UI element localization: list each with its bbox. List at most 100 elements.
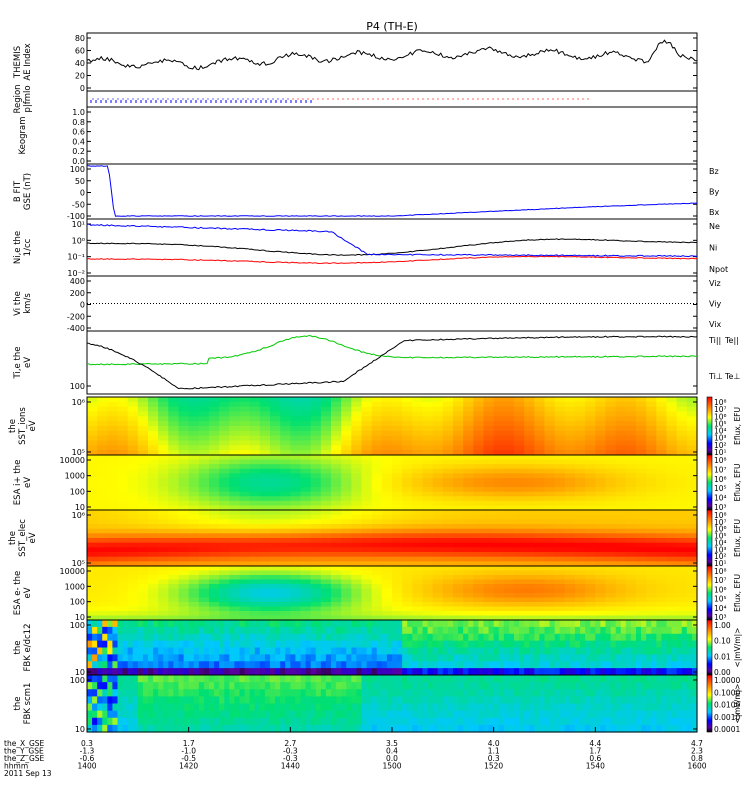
heatmap-cell (534, 491, 546, 497)
heatmap-cell (107, 491, 119, 497)
heatmap-cell (686, 579, 698, 585)
heatmap-cell (564, 556, 576, 562)
heatmap-cell (290, 528, 302, 534)
heatmap-cell (651, 633, 657, 642)
heatmap-cell (458, 633, 464, 642)
heatmap-cell (198, 556, 210, 562)
heatmap-cell (636, 615, 647, 621)
heatmap-cell (636, 538, 647, 544)
heatmap-cell (137, 401, 149, 408)
heatmap-cell (300, 597, 312, 603)
heatmap-cell (361, 440, 373, 446)
heatmap-cell (615, 401, 627, 408)
heatmap-cell (473, 514, 485, 520)
heatmap-cell (646, 588, 657, 594)
heatmap-cell (137, 552, 149, 558)
heatmap-cell (549, 654, 556, 662)
heatmap-cell (463, 615, 474, 621)
heatmap-cell (127, 406, 139, 413)
heatmap-cell (280, 611, 291, 617)
heatmap-cell (610, 633, 617, 642)
heatmap-cell (239, 575, 251, 581)
heatmap-cell (519, 675, 525, 683)
heatmap-cell (107, 561, 119, 567)
heatmap-cell (625, 477, 637, 484)
heatmap-cell (402, 682, 408, 690)
heatmap-cell (412, 584, 424, 590)
heatmap-cell (112, 668, 119, 676)
heatmap-cell (107, 588, 119, 594)
heatmap-cell (625, 496, 637, 502)
panel-frame (86, 330, 698, 395)
heatmap-cell (615, 487, 627, 493)
y-tick-label: 20 (75, 72, 85, 81)
heatmap-cell (310, 661, 317, 669)
heatmap-cell (442, 556, 454, 562)
heatmap-cell (544, 597, 556, 603)
heatmap-cell (559, 710, 566, 719)
heatmap-cell (453, 682, 459, 690)
heatmap-cell (92, 682, 98, 690)
heatmap-cell (346, 689, 352, 697)
heatmap-cell (381, 654, 388, 662)
heatmap-cell (371, 426, 383, 432)
heatmap-cell (615, 647, 622, 655)
heatmap-cell (412, 491, 424, 497)
heatmap-cell (127, 477, 139, 484)
heatmap-cell (417, 661, 424, 669)
heatmap-cell (229, 682, 236, 690)
heatmap-cell (336, 633, 342, 642)
heatmap-cell (97, 710, 103, 719)
heatmap-cell (117, 477, 129, 484)
heatmap-cell (219, 654, 225, 662)
heatmap-cell (168, 464, 180, 470)
heatmap-cell (539, 703, 546, 712)
heatmap-cell (544, 717, 551, 726)
heatmap-cell (412, 496, 424, 502)
heatmap-cell (107, 482, 119, 488)
heatmap-cell (107, 416, 119, 422)
heatmap-cell (148, 556, 159, 562)
heatmap-cell (392, 440, 403, 446)
heatmap-cell (361, 510, 373, 516)
heatmap-cell (463, 440, 474, 446)
heatmap-cell (310, 640, 317, 649)
heatmap-cell (219, 717, 225, 726)
heatmap-cell (468, 710, 474, 719)
heatmap-cell (97, 689, 103, 697)
heatmap-cell (214, 668, 220, 676)
region-mark (152, 98, 154, 100)
heatmap-cell (529, 620, 535, 628)
heatmap-cell (249, 566, 261, 572)
heatmap-cell (219, 510, 230, 516)
heatmap-cell (595, 411, 607, 417)
heatmap-cell (473, 421, 485, 427)
heatmap-cell (239, 724, 246, 733)
heatmap-cell (514, 538, 525, 544)
heatmap-cell (554, 401, 566, 408)
heatmap-cell (580, 654, 586, 662)
heatmap-cell (112, 682, 119, 690)
heatmap-cell (229, 459, 241, 465)
heatmap-cell (178, 538, 190, 544)
heatmap-cell (249, 426, 261, 432)
heatmap-cell (381, 455, 393, 461)
heatmap-cell (493, 464, 505, 470)
region-mark (112, 98, 114, 100)
heatmap-cell (219, 426, 230, 432)
heatmap-cell (656, 620, 663, 628)
y-tick-label: 0.8 (72, 118, 85, 127)
heatmap-cell (402, 710, 408, 719)
heatmap-cell (605, 411, 617, 417)
heatmap-cell (209, 510, 220, 516)
heatmap-cell (381, 440, 393, 446)
heatmap-cell (97, 416, 108, 422)
heatmap-cell (524, 626, 530, 635)
heatmap-cell (188, 416, 200, 422)
heatmap-cell (117, 696, 124, 705)
heatmap-cell (478, 620, 485, 628)
heatmap-cell (514, 445, 525, 451)
heatmap-cell (249, 717, 256, 726)
panel-label: Ni,e the 1/cc (13, 231, 33, 264)
